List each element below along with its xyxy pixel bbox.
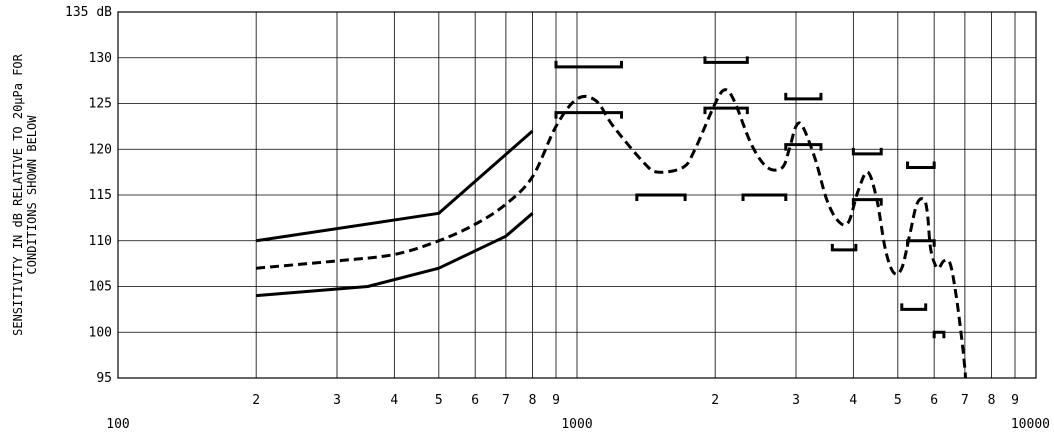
bracket-mark (784, 92, 823, 101)
x-tick-label: 4 (390, 393, 398, 408)
bracket-mark (784, 143, 823, 151)
x-tick-label: 8 (988, 393, 996, 408)
bracket-mark (932, 330, 946, 339)
y-tick-label: 95 (96, 371, 112, 386)
x-tick-label: 6 (471, 393, 479, 408)
x-major-tick-label: 10000 (1011, 417, 1050, 432)
solid-limit-curve (255, 129, 534, 243)
y-tick-label: 105 (89, 280, 112, 295)
bracket-mark (851, 147, 883, 156)
bracket-mark (851, 198, 883, 206)
bracket-mark (554, 111, 623, 119)
x-tick-label: 5 (894, 393, 902, 408)
y-tick-label: 110 (89, 234, 112, 249)
x-tick-label: 6 (930, 393, 938, 408)
y-tick-label: 125 (89, 97, 112, 112)
y-tick-label: 120 (89, 142, 112, 157)
bracket-mark (703, 56, 749, 64)
x-tick-label: 7 (961, 393, 969, 408)
series-layer (255, 56, 967, 379)
bracket-mark (635, 193, 687, 201)
x-tick-label: 2 (252, 393, 260, 408)
grid-layer (117, 11, 1037, 379)
y-tick-label: 100 (89, 325, 112, 340)
y-tick-label: 115 (89, 188, 112, 203)
x-tick-label: 2 (711, 393, 719, 408)
bracket-mark (741, 193, 788, 201)
y-axis-label-line: SENSITIVITY IN dB RELATIVE TO 20µPa FOR (11, 53, 25, 336)
y-tick-label: 130 (89, 51, 112, 66)
x-tick-label: 4 (849, 393, 857, 408)
dashed-response-curve (256, 88, 967, 379)
x-tick-label: 9 (552, 393, 560, 408)
x-tick-label: 8 (529, 393, 537, 408)
bracket-mark (906, 161, 936, 170)
bracket-mark (906, 239, 936, 247)
x-tick-label: 7 (502, 393, 510, 408)
x-tick-label: 3 (333, 393, 341, 408)
x-tick-label: 3 (792, 393, 800, 408)
y-tick-label: 135 dB (65, 5, 112, 20)
bracket-mark (900, 303, 928, 311)
solid-limit-curve (256, 212, 534, 298)
y-axis-label: SENSITIVITY IN dB RELATIVE TO 20µPa FORC… (11, 53, 39, 336)
x-tick-label: 9 (1011, 393, 1019, 408)
x-major-tick-label: 100 (106, 417, 129, 432)
bracket-mark (703, 106, 749, 115)
y-axis-label-line: CONDITIONS SHOWN BELOW (25, 115, 39, 275)
bracket-mark (830, 243, 858, 252)
x-major-tick-label: 1000 (561, 417, 592, 432)
x-tick-label: 5 (435, 393, 443, 408)
bracket-mark (554, 60, 623, 69)
